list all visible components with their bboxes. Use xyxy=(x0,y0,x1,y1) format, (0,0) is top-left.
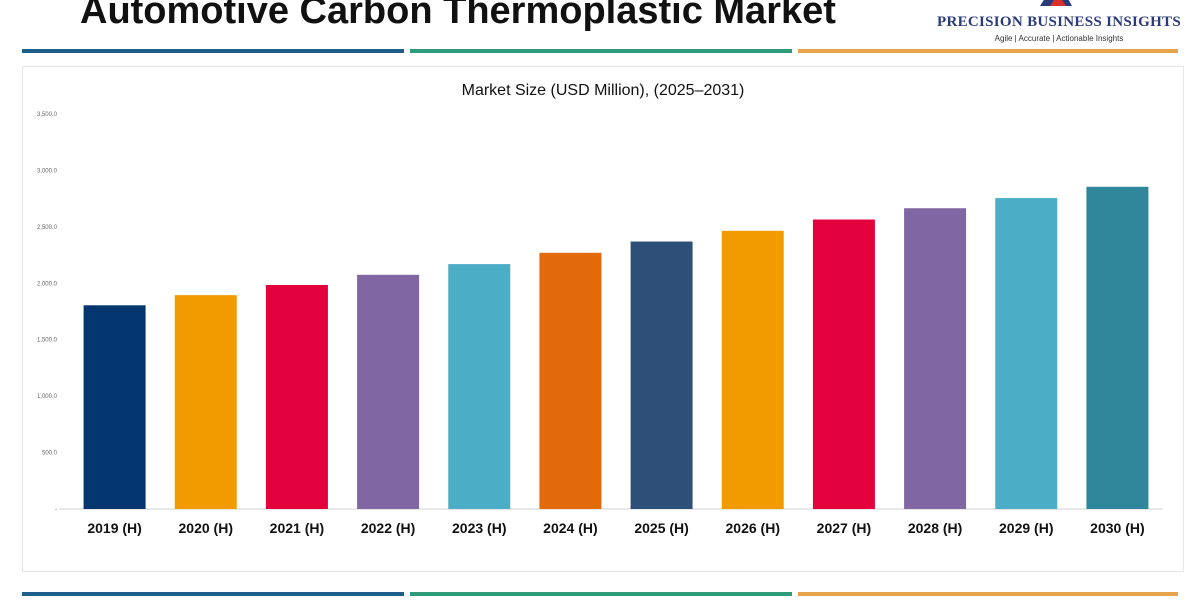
chart-panel: Market Size (USD Million), (2025–2031) 3… xyxy=(22,66,1184,572)
divider-segment xyxy=(410,592,792,596)
bar-2030 xyxy=(1086,186,1149,509)
bar-2021 xyxy=(265,284,328,509)
x-tick-label: 2030 (H) xyxy=(1090,520,1144,536)
divider-segment xyxy=(404,592,410,596)
divider-segment xyxy=(410,49,792,53)
x-tick-label: 2028 (H) xyxy=(908,520,962,536)
y-tick-label: 3,000.0 xyxy=(37,168,58,174)
bar-2025 xyxy=(630,241,693,509)
divider-segment xyxy=(22,49,404,53)
bar-2024 xyxy=(539,252,602,510)
y-axis: 3,500.0 3,000.0 2,500.0 2,000.0 1,500.0 1,000… xyxy=(37,112,58,513)
bars xyxy=(83,186,1149,510)
divider-segment xyxy=(798,49,1178,53)
x-tick-label: 2027 (H) xyxy=(817,520,871,536)
divider-segment xyxy=(798,592,1178,596)
x-tick-label: 2026 (H) xyxy=(726,520,780,536)
bar-2023 xyxy=(448,264,511,509)
bottom-divider xyxy=(22,592,1178,596)
y-tick-label: 1,500.0 xyxy=(37,338,58,344)
logo-tagline: Agile | Accurate | Actionable Insights xyxy=(994,34,1124,43)
x-tick-label: 2029 (H) xyxy=(999,520,1053,536)
logo-emblem-icon xyxy=(1040,0,1072,6)
top-divider xyxy=(22,49,1178,53)
y-tick-label: 1,000.0 xyxy=(37,394,58,400)
bar-2028 xyxy=(904,208,967,509)
divider-segment xyxy=(792,49,798,53)
divider-segment xyxy=(792,592,798,596)
x-tick-label: 2022 (H) xyxy=(361,520,415,536)
x-tick-label: 2020 (H) xyxy=(179,520,233,536)
y-tick-label: 500.0 xyxy=(42,451,58,457)
bar-2027 xyxy=(812,219,875,509)
x-tick-label: 2024 (H) xyxy=(543,520,597,536)
y-tick-label: 2,000.0 xyxy=(37,281,58,287)
bar-2022 xyxy=(357,274,420,509)
logo-name: PRECISION BUSINESS INSIGHTS xyxy=(936,14,1182,30)
x-tick-label: 2021 (H) xyxy=(270,520,324,536)
bar-2020 xyxy=(174,295,237,509)
bar-2029 xyxy=(995,198,1058,510)
bar-2026 xyxy=(721,230,784,510)
divider-segment xyxy=(404,49,410,53)
bar-2019 xyxy=(83,305,146,509)
x-tick-label: 2023 (H) xyxy=(452,520,506,536)
bar-chart: Market Size (USD Million), (2025–2031) 3… xyxy=(37,82,1163,536)
x-axis: 2019 (H) 2020 (H) 2021 (H) 2022 (H) 2023 (H)… xyxy=(87,520,1144,536)
x-tick-label: 2025 (H) xyxy=(634,520,688,536)
page-title: Automotive Carbon Thermoplastic Market xyxy=(80,0,836,32)
y-tick-label: 3,500.0 xyxy=(37,112,58,118)
divider-segment xyxy=(22,592,404,596)
chart-title: Market Size (USD Million), (2025–2031) xyxy=(462,82,745,99)
y-tick-label: 2,500.0 xyxy=(37,225,58,231)
brand-logo: PRECISION BUSINESS INSIGHTS Agile | Accu… xyxy=(924,0,1194,48)
x-tick-label: 2019 (H) xyxy=(87,520,141,536)
y-tick-label: - xyxy=(55,507,57,513)
